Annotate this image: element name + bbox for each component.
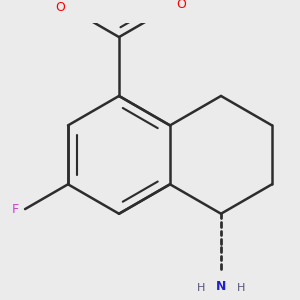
Text: F: F: [12, 202, 19, 216]
Text: N: N: [216, 280, 226, 293]
Text: O: O: [176, 0, 186, 11]
Text: H: H: [237, 284, 245, 293]
Text: H: H: [197, 284, 205, 293]
Text: O: O: [55, 1, 65, 14]
